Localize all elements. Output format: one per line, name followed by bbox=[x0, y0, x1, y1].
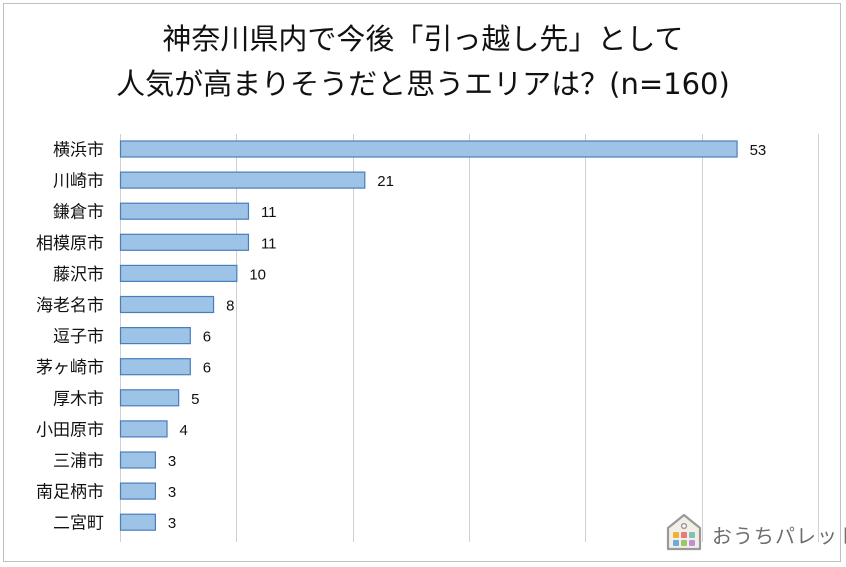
category-label: 川崎市 bbox=[53, 172, 104, 192]
data-label: 3 bbox=[168, 515, 176, 532]
brand-logo: おうちパレット bbox=[664, 512, 846, 552]
category-label: 二宮町 bbox=[53, 514, 104, 534]
brand-name: おうちパレット bbox=[712, 524, 846, 548]
bar bbox=[119, 389, 180, 407]
chart-title-line1: 神奈川県内で今後「引っ越し先」として bbox=[162, 22, 684, 56]
data-label: 5 bbox=[191, 391, 199, 408]
bar bbox=[119, 513, 157, 531]
data-label: 11 bbox=[261, 204, 277, 221]
data-label: 53 bbox=[750, 142, 767, 159]
bar bbox=[119, 420, 168, 438]
bar bbox=[119, 482, 157, 500]
bar bbox=[119, 233, 250, 251]
data-label: 3 bbox=[168, 484, 176, 501]
bar bbox=[119, 264, 238, 282]
bar bbox=[119, 171, 366, 189]
data-label: 8 bbox=[226, 298, 234, 315]
data-label: 6 bbox=[203, 329, 211, 346]
category-label: 鎌倉市 bbox=[53, 203, 104, 223]
bar bbox=[119, 451, 157, 469]
category-label: 小田原市 bbox=[36, 420, 104, 440]
chart-title-line2: 人気が高まりそうだと思うエリアは？(n=160) bbox=[116, 67, 730, 101]
bar bbox=[119, 295, 215, 314]
bar bbox=[119, 202, 250, 220]
category-label: 逗子市 bbox=[53, 327, 104, 347]
data-label: 3 bbox=[168, 453, 176, 470]
category-label: 横浜市 bbox=[53, 141, 104, 161]
data-label: 21 bbox=[377, 173, 394, 190]
category-label: 茅ヶ崎市 bbox=[36, 358, 104, 378]
data-label: 4 bbox=[180, 422, 188, 439]
category-label: 厚木市 bbox=[53, 389, 104, 409]
category-label: 三浦市 bbox=[53, 452, 104, 472]
data-label: 10 bbox=[249, 266, 266, 283]
data-label: 11 bbox=[261, 235, 277, 252]
house-icon bbox=[666, 513, 702, 551]
category-label: 相模原市 bbox=[36, 234, 104, 254]
bar bbox=[119, 140, 738, 158]
category-label: 藤沢市 bbox=[53, 265, 104, 285]
data-label: 6 bbox=[203, 360, 211, 377]
bar bbox=[119, 358, 191, 376]
category-label: 南足柄市 bbox=[36, 483, 104, 503]
category-label: 海老名市 bbox=[36, 296, 104, 316]
bar bbox=[119, 327, 191, 345]
chart-frame bbox=[3, 3, 841, 562]
